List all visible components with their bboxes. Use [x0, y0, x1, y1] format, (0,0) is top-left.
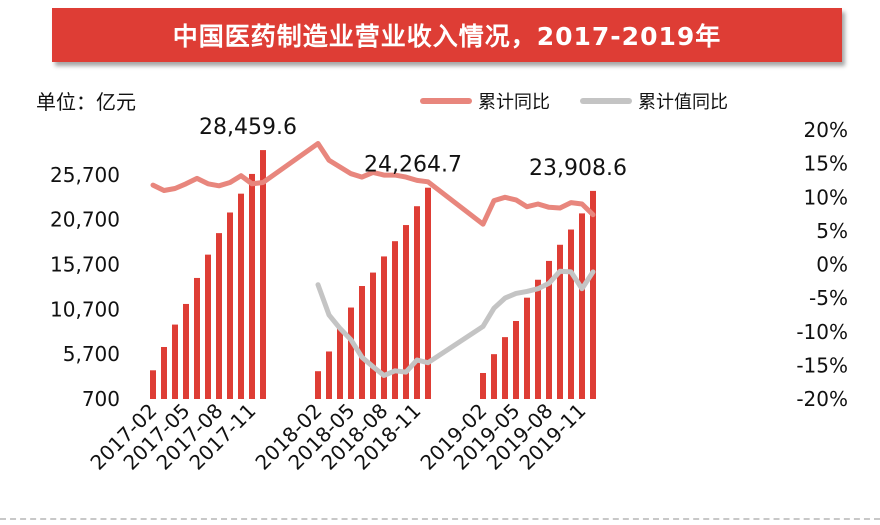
legend-label-cum-value-yoy: 累计值同比 [638, 92, 728, 113]
y2-tick-label: 5% [816, 219, 848, 243]
bar-2017-12 [260, 150, 266, 399]
bar-2018-10 [403, 225, 409, 399]
bar-2019-05 [513, 320, 519, 399]
bar-2018-12 [425, 187, 431, 399]
bar-2018-03 [326, 351, 332, 399]
y2-tick-label: 10% [804, 185, 848, 209]
bar-2018-05 [348, 307, 354, 399]
bar-2017-08 [216, 233, 222, 399]
bar-2017-07 [205, 254, 211, 399]
legend: 累计同比 累计值同比 [420, 88, 758, 114]
data-label: 24,264.7 [364, 153, 462, 178]
bar-2017-05 [183, 303, 189, 399]
bar-2017-11 [249, 173, 255, 399]
y2-tick-label: 20% [804, 118, 848, 142]
bar-2019-03 [491, 354, 497, 399]
y2-tick-label: 15% [804, 152, 848, 176]
bar-2019-08 [546, 260, 552, 399]
bar-2017-04 [172, 324, 178, 399]
y-tick-label: 5,700 [63, 342, 120, 366]
y-tick-label: 25,700 [50, 163, 120, 187]
data-label: 23,908.6 [529, 156, 627, 181]
bar-2018-02 [315, 371, 321, 399]
bar-2018-06 [359, 286, 365, 399]
bar-2017-09 [227, 212, 233, 399]
bar-2019-11 [579, 213, 585, 399]
chart-title: 中国医药制造业营业收入情况，2017-2019年 [172, 22, 722, 51]
bar-2017-10 [238, 193, 244, 399]
y2-tick-label: -20% [796, 387, 848, 411]
bar-2019-06 [524, 297, 530, 399]
title-banner: 中国医药制造业营业收入情况，2017-2019年 [52, 8, 842, 62]
y2-tick-label: -15% [796, 353, 848, 377]
footer-divider [0, 518, 880, 520]
bar-2019-07 [535, 279, 541, 399]
bar-2019-12 [590, 190, 596, 399]
legend-label-cum-yoy: 累计同比 [478, 92, 550, 113]
y-tick-label: 10,700 [50, 297, 120, 321]
cum-value-yoy-line [315, 268, 596, 378]
y2-tick-label: -10% [796, 320, 848, 344]
legend-swatch-cum-value-yoy [580, 98, 632, 104]
cum-yoy-line [150, 141, 596, 227]
bar-2018-04 [337, 328, 343, 399]
y2-tick-label: 0% [816, 253, 848, 277]
y-tick-label: 15,700 [50, 253, 120, 277]
legend-item-cum-yoy: 累计同比 [420, 88, 550, 114]
bar-2017-06 [194, 277, 200, 399]
bar-2018-11 [414, 206, 420, 399]
bar-2017-02 [150, 370, 156, 399]
bar-2019-02 [480, 372, 486, 399]
y-axis-unit-label: 单位：亿元 [36, 90, 136, 114]
data-label: 28,459.6 [199, 115, 297, 140]
legend-swatch-cum-yoy [420, 98, 472, 104]
y2-tick-label: -5% [809, 286, 848, 310]
bar-2019-04 [502, 337, 508, 399]
y-tick-label: 700 [82, 387, 120, 411]
bar-2019-09 [557, 244, 563, 399]
y-tick-label: 20,700 [50, 208, 120, 232]
bar-2018-07 [370, 272, 376, 399]
bar-2017-03 [161, 346, 167, 399]
bar-2018-08 [381, 256, 387, 399]
legend-item-cum-value-yoy: 累计值同比 [580, 88, 728, 114]
bar-2018-09 [392, 241, 398, 399]
bar-2019-10 [568, 229, 574, 399]
